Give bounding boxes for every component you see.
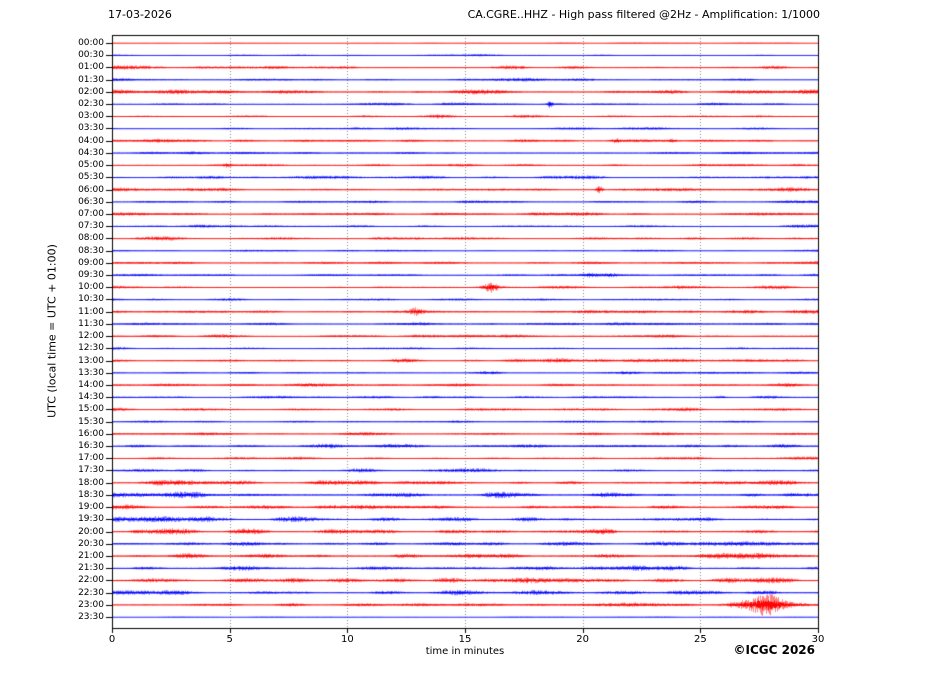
x-axis-tick-label-30: 30 xyxy=(811,634,825,645)
y-axis-tick-label-07:30: 07:30 xyxy=(78,221,104,232)
date-label: 17-03-2026 xyxy=(108,8,172,21)
y-axis-tick-label-20:30: 20:30 xyxy=(78,538,104,549)
x-axis-tick-label-5: 5 xyxy=(226,634,233,645)
y-axis-tick-label-22:30: 22:30 xyxy=(78,587,104,598)
y-axis-tick-label-04:30: 04:30 xyxy=(78,147,104,158)
y-axis-tick-label-07:00: 07:00 xyxy=(78,208,104,219)
y-axis-tick-label-14:30: 14:30 xyxy=(78,392,104,403)
y-axis-tick-label-05:00: 05:00 xyxy=(78,160,104,171)
y-axis-tick-label-13:30: 13:30 xyxy=(78,367,104,378)
y-axis-tick-label-06:30: 06:30 xyxy=(78,196,104,207)
copyright-label: ©ICGC 2026 xyxy=(733,643,815,657)
y-axis-tick-label-13:00: 13:00 xyxy=(78,355,104,366)
plot-title: CA.CGRE..HHZ - High pass filtered @2Hz -… xyxy=(467,8,820,21)
y-axis-tick-label-10:00: 10:00 xyxy=(78,282,104,293)
y-axis-tick-label-15:30: 15:30 xyxy=(78,416,104,427)
x-axis-tick-label-15: 15 xyxy=(458,634,472,645)
y-axis-tick-label-17:00: 17:00 xyxy=(78,453,104,464)
y-axis-tick-label-08:00: 08:00 xyxy=(78,233,104,244)
y-axis-tick-label-08:30: 08:30 xyxy=(78,245,104,256)
y-axis-tick-label-11:30: 11:30 xyxy=(78,318,104,329)
y-axis-tick-label-00:00: 00:00 xyxy=(78,38,104,48)
y-axis-tick-label-00:30: 00:30 xyxy=(78,50,104,61)
y-axis-tick-label-05:30: 05:30 xyxy=(78,172,104,183)
y-axis-tick-label-22:00: 22:00 xyxy=(78,575,104,586)
y-axis-tick-label-19:00: 19:00 xyxy=(78,502,104,513)
y-axis-tick-label-16:00: 16:00 xyxy=(78,428,104,439)
y-axis-tick-label-21:00: 21:00 xyxy=(78,550,104,561)
y-axis-tick-label-16:30: 16:30 xyxy=(78,441,104,452)
y-axis-tick-label-12:00: 12:00 xyxy=(78,331,104,342)
y-axis-tick-label-17:30: 17:30 xyxy=(78,465,104,476)
y-axis-tick-label-18:30: 18:30 xyxy=(78,489,104,500)
y-axis-tick-label-02:00: 02:00 xyxy=(78,86,104,97)
x-axis-tick-label-25: 25 xyxy=(693,634,707,645)
y-axis-tick-label-12:30: 12:30 xyxy=(78,343,104,354)
y-axis-tick-label-01:00: 01:00 xyxy=(78,62,104,73)
x-axis-tick-label-20: 20 xyxy=(576,634,590,645)
y-axis-tick-label-11:00: 11:00 xyxy=(78,306,104,317)
y-axis-tick-label-01:30: 01:30 xyxy=(78,74,104,85)
y-axis-tick-label-19:30: 19:30 xyxy=(78,514,104,525)
y-axis-tick-label-03:00: 03:00 xyxy=(78,111,104,122)
y-axis-tick-label-14:00: 14:00 xyxy=(78,379,104,390)
y-axis-tick-label-23:00: 23:00 xyxy=(78,599,104,610)
y-axis-tick-label-10:30: 10:30 xyxy=(78,294,104,305)
y-axis-tick-label-23:30: 23:30 xyxy=(78,612,104,622)
y-axis-tick-label-09:30: 09:30 xyxy=(78,270,104,281)
y-axis-tick-label-20:00: 20:00 xyxy=(78,526,104,537)
y-axis-tick-label-04:00: 04:00 xyxy=(78,135,104,146)
y-axis-tick-label-21:30: 21:30 xyxy=(78,563,104,574)
x-axis-title: time in minutes xyxy=(425,646,505,657)
y-axis-tick-label-18:00: 18:00 xyxy=(78,477,104,488)
x-axis-tick-label-10: 10 xyxy=(340,634,354,645)
y-axis-tick-label-06:00: 06:00 xyxy=(78,184,104,195)
x-axis-tick-label-0: 0 xyxy=(108,634,116,645)
y-axis-tick-label-09:00: 09:00 xyxy=(78,257,104,268)
y-axis-tick-label-03:30: 03:30 xyxy=(78,123,104,134)
y-axis-tick-label-02:30: 02:30 xyxy=(78,99,104,110)
y-axis-tick-label-15:00: 15:00 xyxy=(78,404,104,415)
